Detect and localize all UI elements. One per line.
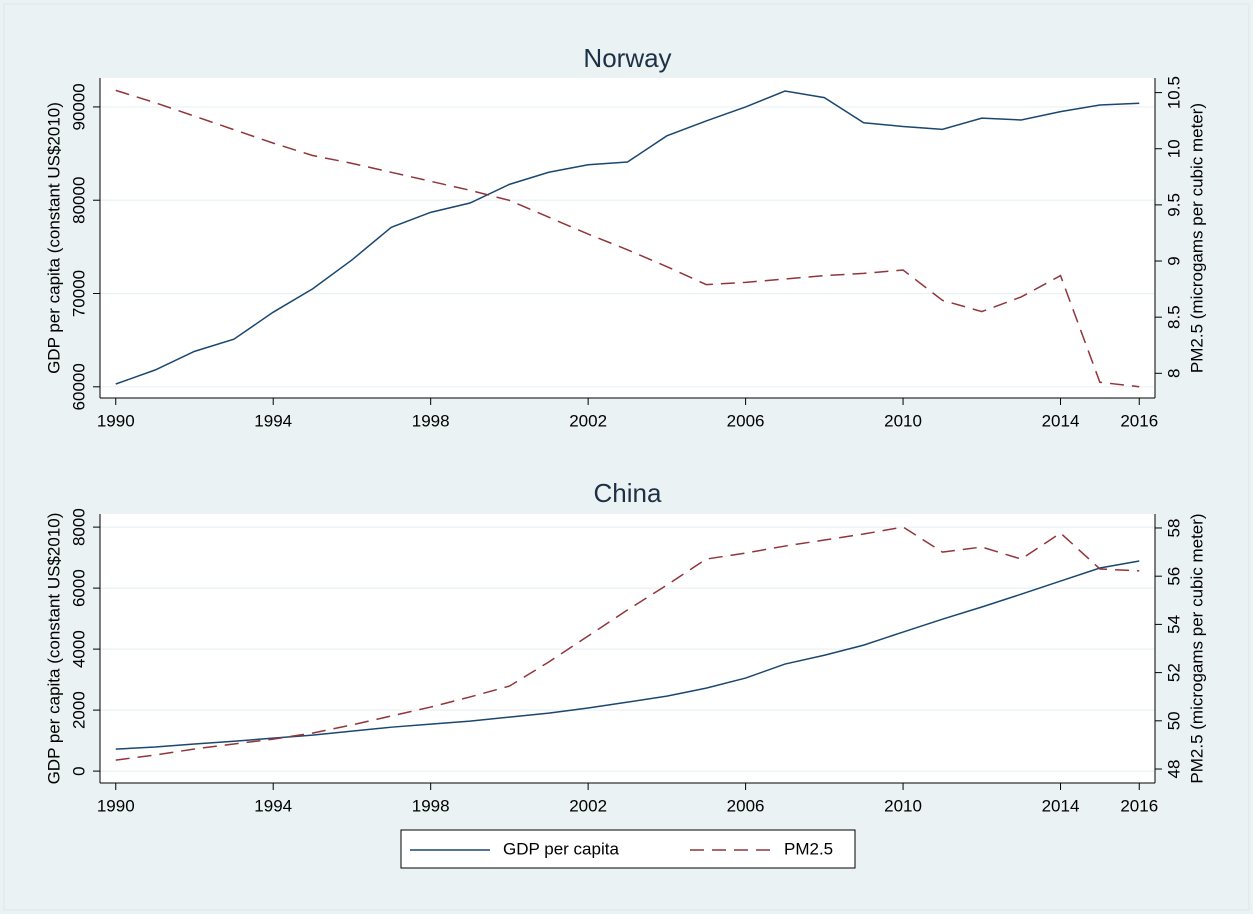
y2-tick-label: 50 xyxy=(1164,711,1183,730)
plot-area xyxy=(100,514,1155,783)
y-tick-label: 4000 xyxy=(69,630,88,668)
y-axis-title: GDP per capita (constant US$2010) xyxy=(44,102,63,374)
y-tick-label: 6000 xyxy=(69,569,88,607)
y2-tick-label: 10 xyxy=(1164,139,1183,158)
data-line xyxy=(115,90,1140,385)
y-tick-label: 0 xyxy=(69,766,88,775)
legend: GDP per capita PM2.5 xyxy=(400,829,856,869)
plot-area xyxy=(100,78,1155,398)
y-tick-label: 2000 xyxy=(69,691,88,729)
y2-tick-label: 56 xyxy=(1164,567,1183,586)
x-tick-label: 2006 xyxy=(727,796,765,815)
legend-label: GDP per capita xyxy=(503,839,619,858)
x-tick-label: 2014 xyxy=(1042,796,1080,815)
legend-box xyxy=(400,829,856,869)
y-tick-label: 70000 xyxy=(69,270,88,317)
y2-tick-label: 58 xyxy=(1164,519,1183,538)
x-tick-label: 2006 xyxy=(727,411,765,430)
x-tick-label: 2016 xyxy=(1120,796,1158,815)
y2-axis-title: PM2.5 (microgams per cubic meter) xyxy=(1187,513,1206,783)
y-tick-label: 90000 xyxy=(69,83,88,130)
x-tick-label: 1990 xyxy=(97,796,135,815)
x-tick-label: 1994 xyxy=(254,411,292,430)
x-tick-label: 1998 xyxy=(412,411,450,430)
x-tick-label: 1990 xyxy=(97,411,135,430)
data-line xyxy=(115,560,1140,750)
y2-axis-title: PM2.5 (microgams per cubic meter) xyxy=(1187,103,1206,373)
x-tick-label: 2016 xyxy=(1120,411,1158,430)
y2-tick-label: 8 xyxy=(1164,369,1183,378)
y2-tick-label: 9.5 xyxy=(1164,193,1183,217)
y2-tick-label: 54 xyxy=(1164,615,1183,634)
legend-label: PM2.5 xyxy=(784,839,833,858)
x-tick-label: 2010 xyxy=(884,411,922,430)
x-tick-label: 2002 xyxy=(569,796,607,815)
x-tick-label: 2002 xyxy=(569,411,607,430)
y-axis-title: GDP per capita (constant US$2010) xyxy=(44,513,63,785)
x-tick-label: 1994 xyxy=(254,796,292,815)
y-tick-label: 8000 xyxy=(69,508,88,546)
x-tick-label: 2010 xyxy=(884,796,922,815)
x-tick-label: 2014 xyxy=(1042,411,1080,430)
y2-tick-label: 9 xyxy=(1164,256,1183,265)
y2-tick-label: 10.5 xyxy=(1164,76,1183,109)
chart-title: China xyxy=(594,478,662,508)
y2-tick-label: 52 xyxy=(1164,663,1183,682)
y-tick-label: 60000 xyxy=(69,363,88,410)
data-line xyxy=(115,89,1140,388)
y2-tick-label: 8.5 xyxy=(1164,305,1183,329)
y2-tick-label: 48 xyxy=(1164,760,1183,779)
x-tick-label: 1998 xyxy=(412,796,450,815)
chart-title: Norway xyxy=(583,43,671,73)
data-line xyxy=(115,526,1140,761)
y-tick-label: 80000 xyxy=(69,177,88,224)
